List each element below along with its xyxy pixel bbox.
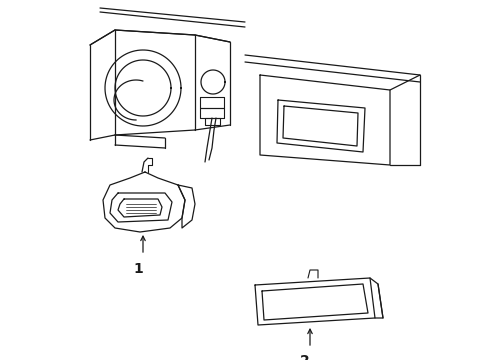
Text: 1: 1 [133, 262, 143, 276]
Text: 2: 2 [300, 354, 310, 360]
